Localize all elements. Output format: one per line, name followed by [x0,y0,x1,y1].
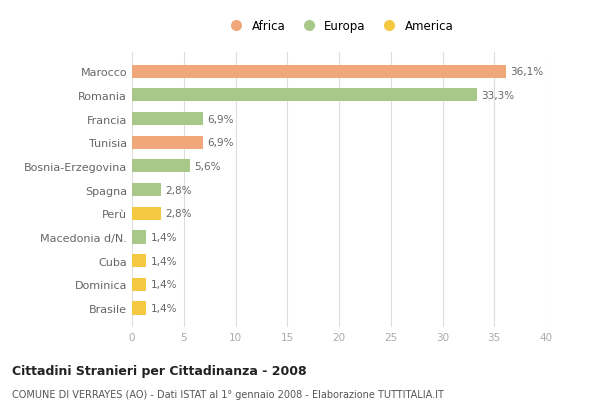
Bar [132,231,146,244]
Text: Cittadini Stranieri per Cittadinanza - 2008: Cittadini Stranieri per Cittadinanza - 2… [12,364,307,377]
Text: 1,4%: 1,4% [151,280,177,290]
Text: 6,9%: 6,9% [208,138,234,148]
Bar [132,89,476,102]
Text: 1,4%: 1,4% [151,256,177,266]
Bar [132,65,506,79]
Legend: Africa, Europa, America: Africa, Europa, America [220,15,458,38]
Bar [132,160,190,173]
Text: 2,8%: 2,8% [165,185,191,195]
Text: 6,9%: 6,9% [208,115,234,124]
Bar [132,137,203,149]
Text: 1,4%: 1,4% [151,303,177,313]
Text: 36,1%: 36,1% [510,67,543,77]
Bar [132,254,146,267]
Bar [132,278,146,291]
Text: 5,6%: 5,6% [194,162,221,171]
Bar [132,184,161,197]
Text: COMUNE DI VERRAYES (AO) - Dati ISTAT al 1° gennaio 2008 - Elaborazione TUTTITALI: COMUNE DI VERRAYES (AO) - Dati ISTAT al … [12,389,444,399]
Text: 2,8%: 2,8% [165,209,191,219]
Text: 1,4%: 1,4% [151,232,177,243]
Bar [132,302,146,315]
Bar [132,207,161,220]
Text: 33,3%: 33,3% [481,91,514,101]
Bar [132,113,203,126]
